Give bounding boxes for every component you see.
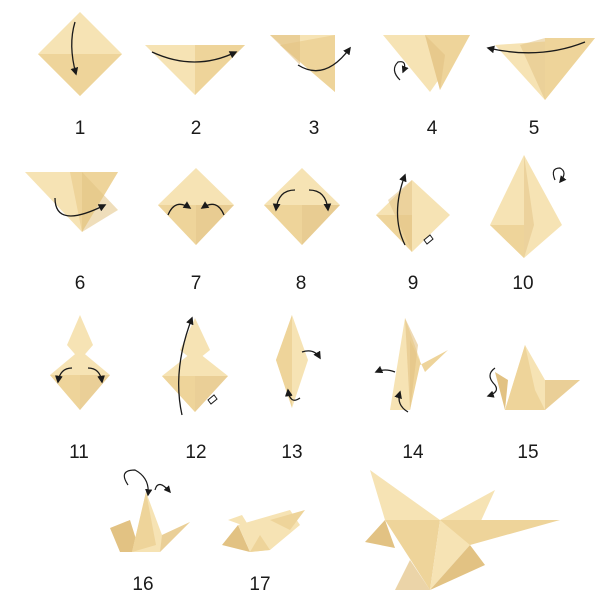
fold-arrow bbox=[151, 51, 238, 63]
step-9-figure bbox=[376, 173, 450, 252]
step-label-15: 15 bbox=[517, 442, 538, 463]
step-2-figure bbox=[145, 45, 245, 95]
fold-arrow-left bbox=[374, 365, 396, 374]
step-4-figure bbox=[383, 35, 470, 92]
step-10-figure bbox=[490, 155, 567, 258]
fold-arrow bbox=[396, 173, 407, 246]
step-15-figure bbox=[486, 345, 580, 410]
step-label-16: 16 bbox=[132, 574, 153, 595]
step-16-figure bbox=[110, 469, 190, 552]
step-5-figure bbox=[486, 38, 595, 100]
step-7-figure bbox=[158, 168, 234, 245]
step-14-figure bbox=[374, 318, 448, 413]
step-3-figure bbox=[270, 35, 351, 92]
step-label-4: 4 bbox=[427, 118, 438, 139]
fold-arrow-right bbox=[154, 483, 171, 494]
step-6-figure bbox=[25, 172, 118, 232]
fold-arrow bbox=[70, 21, 79, 76]
step-label-6: 6 bbox=[75, 273, 86, 294]
step-label-2: 2 bbox=[191, 118, 202, 139]
fold-arrow-bottom bbox=[284, 388, 301, 401]
fold-arrow bbox=[297, 46, 351, 72]
fold-arrow-left bbox=[123, 469, 153, 497]
fold-arrow-left bbox=[167, 201, 192, 216]
fold-arrow-right bbox=[301, 350, 321, 360]
fold-arrow-right bbox=[200, 201, 225, 216]
fold-arrow-left bbox=[272, 189, 296, 212]
fold-arrow bbox=[54, 197, 107, 217]
step-label-12: 12 bbox=[185, 442, 206, 463]
fold-arrow-bottom bbox=[394, 390, 409, 413]
step-17-figure bbox=[222, 510, 305, 552]
step-label-11: 11 bbox=[69, 442, 89, 463]
turn-over-icon bbox=[552, 167, 567, 184]
step-label-13: 13 bbox=[281, 442, 302, 463]
step-label-3: 3 bbox=[309, 118, 320, 139]
fold-arrow bbox=[178, 316, 194, 416]
step-12-figure bbox=[162, 316, 228, 416]
step-label-8: 8 bbox=[296, 273, 307, 294]
step-11-figure bbox=[50, 315, 110, 410]
push-arrow-icon bbox=[207, 394, 218, 405]
fold-arrow bbox=[486, 367, 498, 398]
step-1-figure bbox=[38, 12, 122, 96]
step-label-5: 5 bbox=[529, 118, 540, 139]
step-label-7: 7 bbox=[191, 273, 202, 294]
step-13-figure bbox=[276, 315, 321, 408]
step-labels: 1 2 3 4 5 6 7 8 9 10 11 12 13 14 15 16 1… bbox=[69, 118, 539, 595]
push-arrow-icon bbox=[423, 234, 434, 245]
fold-arrow bbox=[486, 41, 586, 54]
step-label-17: 17 bbox=[249, 574, 270, 595]
turn-over-icon bbox=[393, 61, 409, 81]
step-label-10: 10 bbox=[512, 273, 533, 294]
fold-arrow-right bbox=[308, 189, 332, 212]
step-label-1: 1 bbox=[75, 118, 86, 139]
fold-arrow-left bbox=[55, 367, 73, 384]
step-8-figure bbox=[264, 168, 340, 245]
step-label-14: 14 bbox=[402, 442, 424, 463]
step-label-9: 9 bbox=[408, 273, 419, 294]
final-crane-figure bbox=[365, 470, 560, 590]
fold-arrow-right bbox=[87, 367, 105, 384]
